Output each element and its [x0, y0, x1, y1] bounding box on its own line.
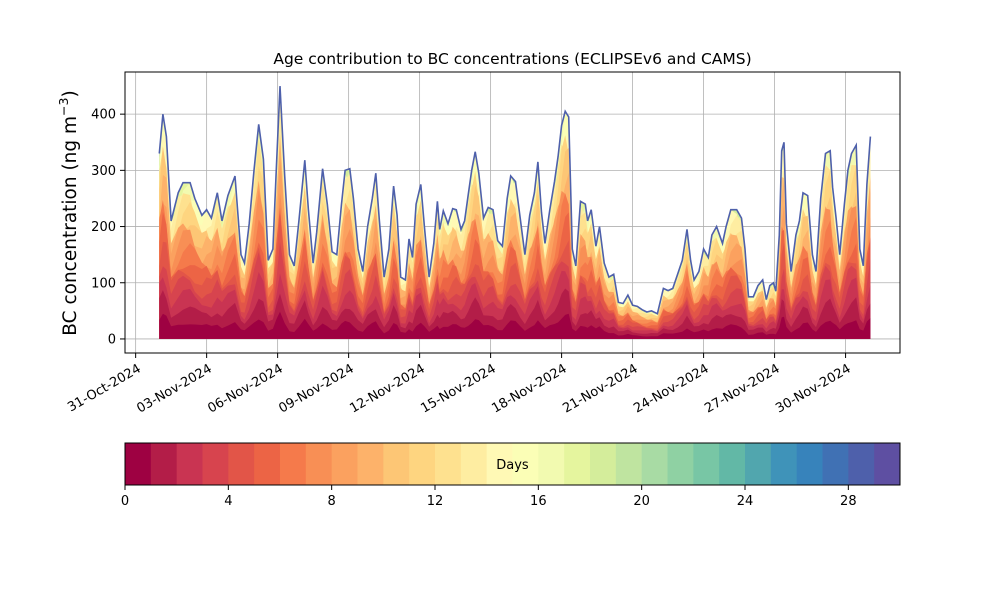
y-axis-label-text: BC concentration (ng m — [60, 116, 81, 336]
colorbar-swatch — [125, 443, 152, 485]
colorbar-swatch — [538, 443, 565, 485]
colorbar-swatch — [512, 443, 539, 485]
colorbar-tick-label: 24 — [737, 494, 754, 509]
total-concentration-line — [158, 86, 872, 315]
colorbar-swatch — [796, 443, 823, 485]
x-tick-label: 24-Nov-2024 — [631, 361, 711, 416]
colorbar-swatch — [486, 443, 513, 485]
colorbar-swatch — [357, 443, 384, 485]
colorbar-swatch — [254, 443, 281, 485]
x-tick-label: 30-Nov-2024 — [773, 361, 853, 416]
colorbar-swatch — [822, 443, 849, 485]
x-tick-label: 06-Nov-2024 — [205, 361, 285, 416]
x-tick-label: 12-Nov-2024 — [347, 361, 427, 416]
colorbar-swatch — [202, 443, 229, 485]
chart-title: Age contribution to BC concentrations (E… — [273, 50, 751, 68]
y-tick-label: 200 — [91, 220, 116, 235]
colorbar-swatch — [641, 443, 668, 485]
colorbar-swatch — [150, 443, 178, 485]
colorbar-tick-label: 4 — [224, 494, 232, 509]
y-tick-label: 0 — [108, 332, 116, 347]
x-tick-label: 27-Nov-2024 — [702, 361, 782, 416]
y-axis-label: BC concentration (ng m−3) — [56, 90, 81, 335]
x-tick-label: 15-Nov-2024 — [418, 361, 498, 416]
colorbar: 0 4 8 12 16 20 24 28 — [121, 442, 901, 509]
age-layer-0 — [159, 311, 871, 339]
colorbar-swatch — [228, 443, 255, 485]
colorbar-label: Days — [496, 458, 529, 473]
colorbar-swatch — [770, 443, 798, 485]
colorbar-swatch — [409, 443, 436, 485]
colorbar-swatch — [176, 443, 203, 485]
age-layer-1 — [159, 288, 871, 339]
colorbar-swatch — [280, 443, 307, 485]
colorbar-swatch — [719, 443, 746, 485]
colorbar-swatch — [693, 443, 720, 485]
y-tick-label: 100 — [91, 276, 116, 291]
colorbar-tick-label: 12 — [427, 494, 444, 509]
plot-area: 0 100 200 300 400 31-Oct-202403-Nov-202406-No… — [65, 71, 901, 416]
colorbar-swatch — [590, 443, 617, 485]
y-tick-label: 300 — [91, 164, 116, 179]
x-tick-label: 09-Nov-2024 — [276, 361, 356, 416]
axes-frame — [124, 71, 901, 354]
x-tick-label: 21-Nov-2024 — [560, 361, 640, 416]
colorbar-swatch — [460, 443, 488, 485]
age-layer-4 — [159, 213, 871, 339]
colorbar-swatch — [564, 443, 591, 485]
colorbar-tick-label: 8 — [328, 494, 336, 509]
colorbar-swatch — [305, 443, 333, 485]
colorbar-swatch — [745, 443, 772, 485]
colorbar-frame — [124, 442, 901, 486]
y-axis-label-superscript: −3 — [56, 98, 71, 116]
colorbar-swatch — [848, 443, 875, 485]
colorbar-swatch — [874, 443, 901, 485]
colorbar-swatch — [331, 443, 358, 485]
x-tick-label: 03-Nov-2024 — [134, 361, 214, 416]
colorbar-tick-label: 0 — [121, 494, 129, 509]
colorbar-tick-label: 28 — [840, 494, 857, 509]
x-tick-label: 31-Oct-2024 — [65, 361, 143, 415]
age-layer-3 — [159, 242, 871, 339]
colorbar-swatch — [435, 443, 462, 485]
colorbar-swatch — [667, 443, 694, 485]
x-tick-label: 18-Nov-2024 — [489, 361, 569, 416]
colorbar-tick-label: 16 — [530, 494, 547, 509]
y-axis-label-suffix: ) — [60, 90, 81, 97]
colorbar-swatch — [383, 443, 410, 485]
colorbar-tick-label: 20 — [633, 494, 650, 509]
y-tick-label: 400 — [91, 108, 116, 123]
colorbar-swatch — [615, 443, 643, 485]
